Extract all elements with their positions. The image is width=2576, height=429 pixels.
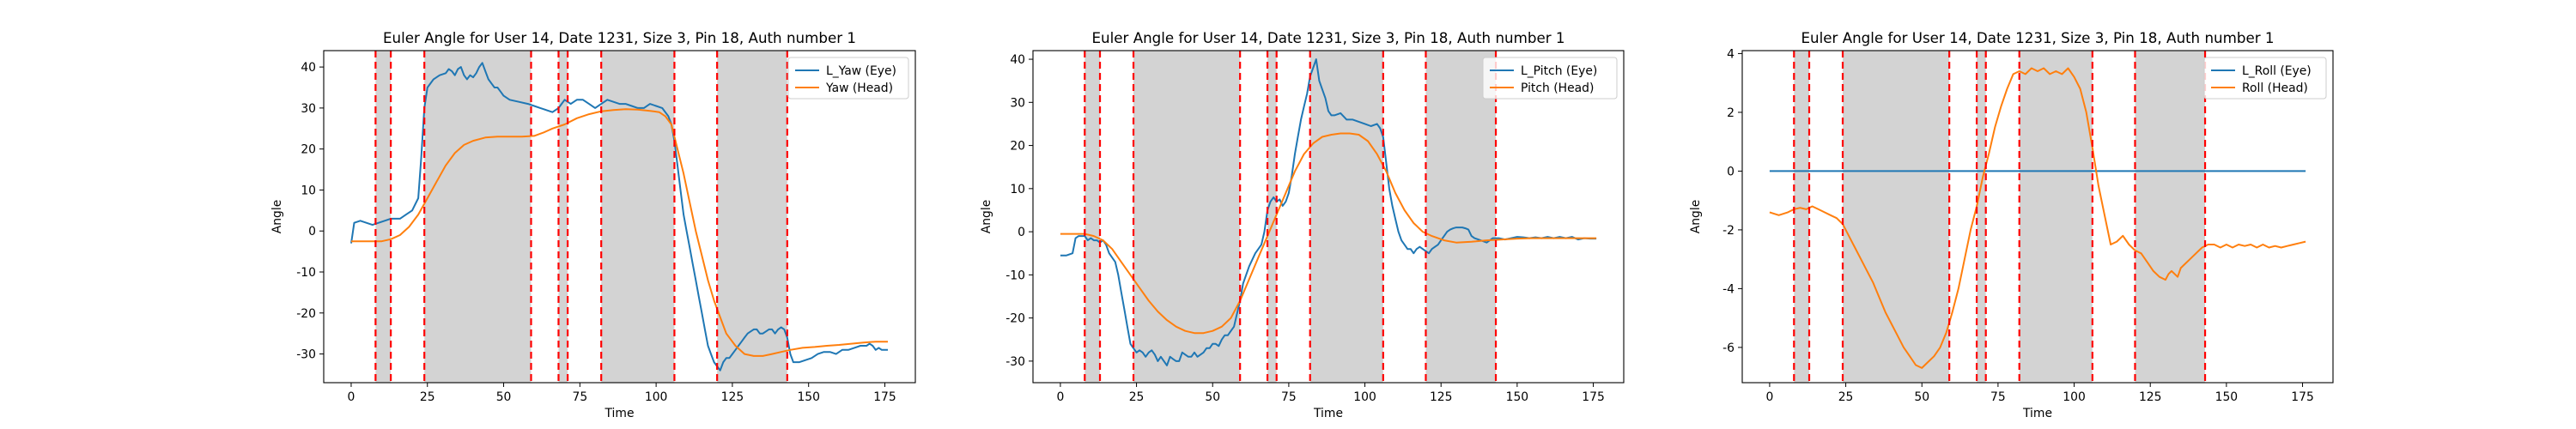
y-tick-label: 2 — [1727, 106, 1735, 120]
subplot-roll: 0 25 50 75 100 125 150 175 -6 -4 -2 0 2 4 Euler Angle … — [1689, 29, 2334, 420]
y-tick-label: 30 — [1010, 96, 1025, 110]
x-tick-label: 0 — [1765, 390, 1773, 404]
x-tick-label: 125 — [721, 390, 744, 404]
shaded-interval — [1133, 51, 1241, 383]
y-tick-label: -4 — [1722, 282, 1735, 296]
axes-frame — [323, 50, 916, 384]
y-tick-label: -30 — [296, 348, 316, 362]
y-tick-label: -20 — [1005, 312, 1025, 326]
y-tick-label: -10 — [1005, 269, 1025, 282]
shaded-interval — [1309, 51, 1383, 383]
series-line-1 — [1769, 67, 2306, 369]
subplot-yaw: 0 25 50 75 100 125 150 175 -30 -20 -10 0 10 20 30 40 Eul… — [270, 29, 916, 420]
x-tick-label: 50 — [1914, 390, 1929, 404]
x-axis-label: Time — [605, 407, 635, 420]
shaded-interval — [424, 51, 532, 383]
x-tick-label: 100 — [1353, 390, 1376, 404]
shaded-interval — [717, 51, 787, 383]
y-tick-label: -30 — [1005, 355, 1025, 369]
shaded-interval — [1425, 51, 1497, 383]
chart-title: Euler Angle for User 14, Date 1231, Size… — [1801, 29, 2275, 46]
y-tick-label: 0 — [1727, 165, 1735, 178]
y-tick-label: -2 — [1722, 224, 1735, 238]
shaded-interval — [1843, 51, 1950, 383]
x-tick-label: 25 — [420, 390, 435, 404]
y-axis-label: Angle — [980, 200, 993, 234]
shaded-interval — [558, 51, 568, 383]
y-tick-label: 20 — [1010, 140, 1025, 154]
shaded-interval — [375, 51, 392, 383]
x-tick-label: 150 — [1506, 390, 1529, 404]
legend-label: L_Pitch (Eye) — [1521, 64, 1597, 78]
y-tick-label: -6 — [1722, 341, 1735, 355]
chart-title: Euler Angle for User 14, Date 1231, Size… — [1092, 29, 1565, 46]
shaded-interval — [1084, 51, 1101, 383]
x-tick-label: 125 — [1430, 390, 1453, 404]
x-tick-label: 75 — [1990, 390, 2006, 404]
shaded-interval — [2135, 51, 2206, 383]
y-tick-label: -10 — [296, 266, 316, 280]
x-axis-label: Time — [2022, 407, 2052, 420]
legend-box — [1482, 57, 1618, 100]
x-tick-label: 75 — [1281, 390, 1297, 404]
x-tick-label: 150 — [2215, 390, 2239, 404]
y-axis-label: Angle — [1689, 200, 1703, 234]
y-tick-label: 10 — [301, 184, 316, 197]
x-tick-label: 25 — [1838, 390, 1854, 404]
x-tick-label: 50 — [1205, 390, 1220, 404]
shaded-interval — [1794, 51, 1810, 383]
y-tick-label: 30 — [301, 102, 316, 116]
y-tick-label: 0 — [308, 225, 316, 239]
legend-label: L_Roll (Eye) — [2242, 64, 2312, 78]
y-tick-label: 0 — [1018, 226, 1025, 239]
y-tick-label: 4 — [1727, 47, 1735, 61]
subplot-pitch: 0 25 50 75 100 125 150 175 -30 -20 -10 0 10 20 30 40 Eul… — [980, 29, 1625, 420]
x-tick-label: 175 — [873, 390, 896, 404]
x-axis-label: Time — [1313, 407, 1343, 420]
legend-label: Yaw (Head) — [825, 82, 893, 95]
shaded-interval — [2019, 51, 2093, 383]
x-tick-label: 75 — [572, 390, 587, 404]
chart-title: Euler Angle for User 14, Date 1231, Size… — [383, 29, 856, 46]
series-line-1 — [1060, 132, 1597, 335]
legend-label: Roll (Head) — [2242, 82, 2308, 95]
shaded-interval — [1267, 51, 1277, 383]
x-tick-label: 100 — [2063, 390, 2086, 404]
series-line-1 — [351, 108, 888, 357]
legend-label: L_Yaw (Eye) — [826, 64, 896, 78]
y-tick-label: 40 — [1010, 53, 1025, 67]
x-tick-label: 125 — [2139, 390, 2162, 404]
y-tick-label: 20 — [301, 143, 316, 157]
y-tick-label: -20 — [296, 307, 316, 321]
shaded-interval — [601, 51, 675, 383]
series-line-0 — [1060, 58, 1597, 366]
x-tick-label: 175 — [1582, 390, 1605, 404]
y-tick-label: 40 — [301, 61, 316, 75]
x-tick-label: 0 — [1056, 390, 1064, 404]
shaded-interval — [1977, 51, 1986, 383]
y-axis-label: Angle — [270, 200, 284, 234]
axes-frame — [1032, 50, 1625, 384]
x-tick-label: 100 — [645, 390, 668, 404]
axes-frame — [1741, 50, 2334, 384]
x-tick-label: 25 — [1129, 390, 1145, 404]
x-tick-label: 175 — [2291, 390, 2314, 404]
legend-label: Pitch (Head) — [1521, 82, 1594, 95]
x-tick-label: 150 — [797, 390, 820, 404]
x-tick-label: 50 — [496, 390, 512, 404]
x-tick-label: 0 — [348, 390, 355, 404]
y-tick-label: 10 — [1010, 183, 1025, 196]
